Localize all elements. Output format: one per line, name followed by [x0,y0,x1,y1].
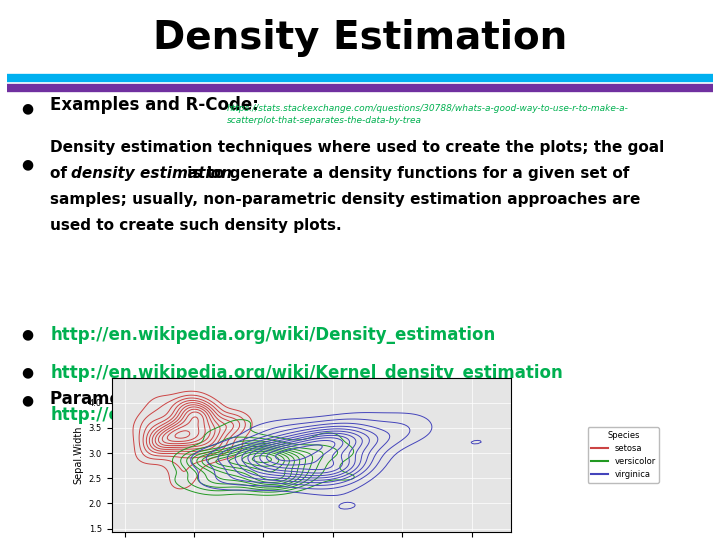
Text: ●: ● [22,328,34,342]
Text: density estimation: density estimation [71,166,232,181]
Text: ●: ● [22,101,34,115]
Text: ●: ● [22,158,34,172]
Text: Density estimation techniques where used to create the plots; the goal: Density estimation techniques where used… [50,140,665,156]
Legend: setosa, versicolor, virginica: setosa, versicolor, virginica [588,427,659,483]
Text: used to create such density plots.: used to create such density plots. [50,218,342,233]
Text: is to generate a density functions for a given set of: is to generate a density functions for a… [182,166,629,181]
Text: http://en.wikipedia.org/wiki/Density_estimation: http://en.wikipedia.org/wiki/Density_est… [50,326,495,344]
Text: Parametric density estimation:: Parametric density estimation: [50,390,341,408]
Text: scatterplot-that-separates-the-data-by-trea: scatterplot-that-separates-the-data-by-t… [227,116,422,125]
Y-axis label: Sepal.Width: Sepal.Width [73,426,83,484]
Text: ●: ● [22,366,34,380]
Text: http://en.wikipedia.org/wiki/Maximum_likelihood: http://en.wikipedia.org/wiki/Maximum_lik… [50,406,505,424]
Text: http://en.wikipedia.org/wiki/Kernel_density_estimation: http://en.wikipedia.org/wiki/Kernel_dens… [50,363,563,382]
Text: ●: ● [22,394,34,408]
Text: Examples and R-Code:: Examples and R-Code: [50,96,265,114]
Text: https://stats.stackexchange.com/questions/30788/whats-a-good-way-to-use-r-to-mak: https://stats.stackexchange.com/question… [227,104,629,113]
Text: Density Estimation: Density Estimation [153,19,567,57]
Text: samples; usually, non-parametric density estimation approaches are: samples; usually, non-parametric density… [50,192,641,207]
Text: of: of [50,166,73,181]
